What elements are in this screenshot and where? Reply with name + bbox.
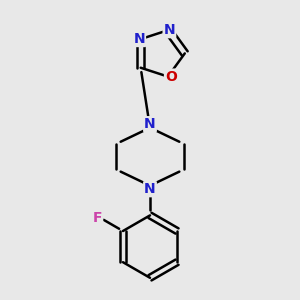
Text: N: N [164, 23, 175, 37]
Text: N: N [144, 182, 156, 196]
Text: O: O [165, 70, 177, 84]
Text: N: N [144, 117, 156, 131]
Text: N: N [134, 32, 145, 46]
Text: F: F [93, 211, 102, 225]
